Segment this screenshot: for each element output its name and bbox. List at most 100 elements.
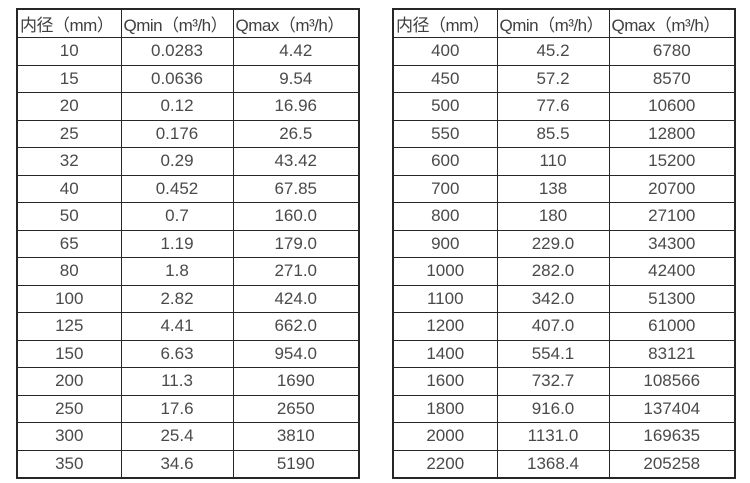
spec-table-large-diameters: 内径（mm） Qmin（m³/h） Qmax（m³/h） 400 45.2 6780… [392, 8, 736, 479]
table-cell: 800 [392, 202, 498, 231]
table-row: 2200 1368.4 205258 [392, 449, 736, 479]
table-cell: 342.0 [496, 284, 610, 313]
table-cell: 554.1 [496, 339, 610, 368]
table-cell: 1100 [392, 284, 498, 313]
table-cell: 1800 [392, 394, 498, 423]
table-cell: 50 [16, 202, 122, 231]
table-row: 800 180 27100 [392, 202, 736, 231]
table-cell: 300 [16, 422, 122, 451]
table-row: 125 4.41 662.0 [16, 312, 360, 341]
table-cell: 0.0283 [120, 37, 234, 66]
table-cell: 500 [392, 92, 498, 121]
table-row: 1200 407.0 61000 [392, 312, 736, 341]
table-cell: 20700 [608, 174, 736, 203]
table-row: 10 0.0283 4.42 [16, 37, 360, 66]
table-header-row: 内径（mm） Qmin（m³/h） Qmax（m³/h） [392, 8, 736, 38]
table-cell: 0.176 [120, 119, 234, 148]
table-row: 600 110 15200 [392, 147, 736, 176]
table-header-row: 内径（mm） Qmin（m³/h） Qmax（m³/h） [16, 8, 360, 38]
table-cell: 67.85 [232, 174, 360, 203]
table-cell: 6780 [608, 37, 736, 66]
table-cell: 83121 [608, 339, 736, 368]
table-cell: 4.41 [120, 312, 234, 341]
table-cell: 600 [392, 147, 498, 176]
table-cell: 450 [392, 64, 498, 93]
table-cell: 1690 [232, 367, 360, 396]
table-cell: 1200 [392, 312, 498, 341]
table-row: 2000 1131.0 169635 [392, 422, 736, 451]
table-cell: 180 [496, 202, 610, 231]
header-inner-diameter: 内径（mm） [392, 8, 498, 38]
table-cell: 15 [16, 64, 122, 93]
table-row: 150 6.63 954.0 [16, 339, 360, 368]
table-cell: 0.0636 [120, 64, 234, 93]
table-row: 700 138 20700 [392, 174, 736, 203]
table-cell: 125 [16, 312, 122, 341]
table-row: 80 1.8 271.0 [16, 257, 360, 286]
table-row: 1100 342.0 51300 [392, 284, 736, 313]
table-cell: 2.82 [120, 284, 234, 313]
table-cell: 85.5 [496, 119, 610, 148]
table-cell: 12800 [608, 119, 736, 148]
table-row: 50 0.7 160.0 [16, 202, 360, 231]
table-cell: 900 [392, 229, 498, 258]
table-cell: 160.0 [232, 202, 360, 231]
table-cell: 65 [16, 229, 122, 258]
table-cell: 282.0 [496, 257, 610, 286]
table-body: 400 45.2 6780 450 57.2 8570 500 77.6 10600 550 85.… [392, 37, 736, 479]
header-qmin: Qmin（m³/h） [496, 8, 610, 38]
table-cell: 5190 [232, 449, 360, 479]
table-cell: 271.0 [232, 257, 360, 286]
table-cell: 1368.4 [496, 449, 610, 479]
table-cell: 40 [16, 174, 122, 203]
table-cell: 1400 [392, 339, 498, 368]
table-cell: 150 [16, 339, 122, 368]
table-row: 15 0.0636 9.54 [16, 64, 360, 93]
table-row: 250 17.6 2650 [16, 394, 360, 423]
table-cell: 2650 [232, 394, 360, 423]
table-cell: 10600 [608, 92, 736, 121]
table-cell: 1.8 [120, 257, 234, 286]
table-cell: 1600 [392, 367, 498, 396]
table-cell: 350 [16, 449, 122, 479]
table-cell: 0.452 [120, 174, 234, 203]
table-cell: 61000 [608, 312, 736, 341]
table-body: 10 0.0283 4.42 15 0.0636 9.54 20 0.12 16.96 25 0.1… [16, 37, 360, 479]
table-cell: 80 [16, 257, 122, 286]
table-cell: 42400 [608, 257, 736, 286]
table-cell: 700 [392, 174, 498, 203]
table-cell: 0.12 [120, 92, 234, 121]
table-cell: 34300 [608, 229, 736, 258]
table-cell: 57.2 [496, 64, 610, 93]
table-cell: 9.54 [232, 64, 360, 93]
table-cell: 100 [16, 284, 122, 313]
table-cell: 2200 [392, 449, 498, 479]
table-cell: 10 [16, 37, 122, 66]
table-cell: 179.0 [232, 229, 360, 258]
table-cell: 250 [16, 394, 122, 423]
table-cell: 550 [392, 119, 498, 148]
table-cell: 1131.0 [496, 422, 610, 451]
table-row: 1000 282.0 42400 [392, 257, 736, 286]
table-cell: 8570 [608, 64, 736, 93]
table-cell: 916.0 [496, 394, 610, 423]
table-row: 500 77.6 10600 [392, 92, 736, 121]
table-row: 20 0.12 16.96 [16, 92, 360, 121]
table-cell: 51300 [608, 284, 736, 313]
table-cell: 229.0 [496, 229, 610, 258]
header-qmax: Qmax（m³/h） [232, 8, 360, 38]
table-cell: 0.29 [120, 147, 234, 176]
spec-table-small-diameters: 内径（mm） Qmin（m³/h） Qmax（m³/h） 10 0.0283 4.4… [16, 8, 360, 479]
table-cell: 4.42 [232, 37, 360, 66]
table-row: 100 2.82 424.0 [16, 284, 360, 313]
table-cell: 200 [16, 367, 122, 396]
table-cell: 2000 [392, 422, 498, 451]
table-cell: 20 [16, 92, 122, 121]
table-cell: 1.19 [120, 229, 234, 258]
table-cell: 662.0 [232, 312, 360, 341]
table-row: 32 0.29 43.42 [16, 147, 360, 176]
header-inner-diameter: 内径（mm） [16, 8, 122, 38]
table-cell: 0.7 [120, 202, 234, 231]
table-row: 1600 732.7 108566 [392, 367, 736, 396]
table-cell: 138 [496, 174, 610, 203]
